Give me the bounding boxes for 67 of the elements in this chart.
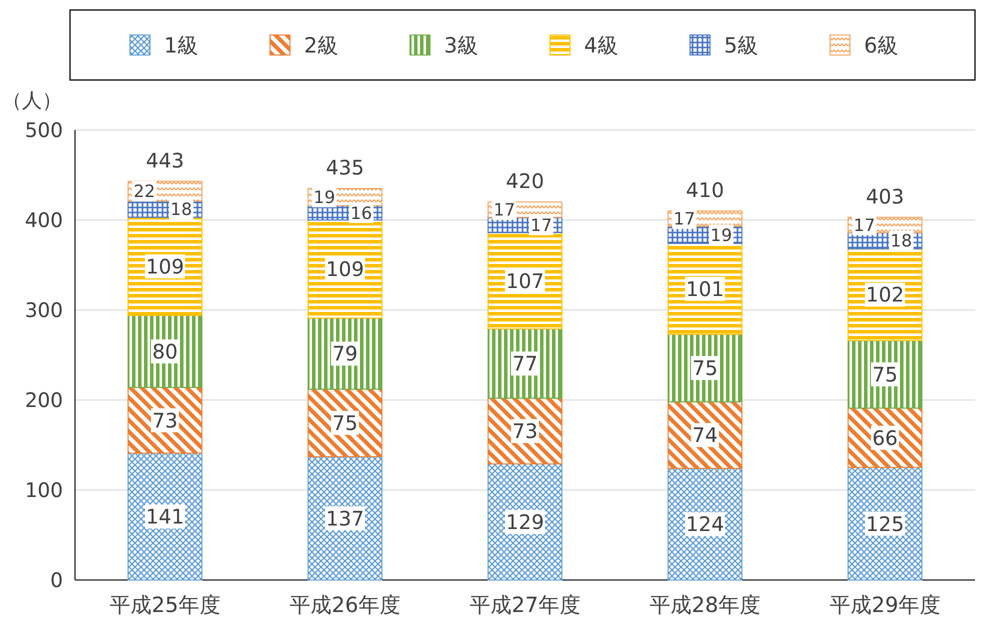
legend-label: 4級 bbox=[584, 33, 618, 58]
data-label: 75 bbox=[692, 356, 718, 380]
y-tick-label: 300 bbox=[24, 298, 63, 322]
data-label: 73 bbox=[152, 408, 178, 432]
y-axis-title: （人） bbox=[2, 88, 62, 112]
data-label: 75 bbox=[332, 410, 358, 435]
data-label: 77 bbox=[512, 352, 538, 376]
x-tick-label: 平成26年度 bbox=[290, 593, 400, 617]
x-tick-label: 平成29年度 bbox=[830, 593, 940, 617]
data-label: 18 bbox=[890, 232, 912, 252]
total-label: 410 bbox=[686, 178, 724, 202]
legend-label: 2級 bbox=[304, 33, 338, 58]
bar bbox=[848, 467, 922, 580]
data-label: 17 bbox=[854, 216, 876, 236]
legend-label: 5級 bbox=[724, 33, 758, 58]
bar bbox=[668, 334, 742, 402]
bar bbox=[308, 318, 382, 390]
data-label: 73 bbox=[512, 419, 538, 444]
data-label: 19 bbox=[710, 226, 732, 246]
data-label: 17 bbox=[530, 216, 552, 236]
legend-label: 3級 bbox=[444, 33, 478, 58]
data-label: 17 bbox=[494, 200, 516, 221]
total-label: 435 bbox=[326, 156, 364, 180]
y-tick-label: 500 bbox=[24, 118, 63, 142]
data-label: 75 bbox=[872, 362, 898, 386]
data-label: 74 bbox=[692, 423, 718, 448]
bar bbox=[488, 328, 562, 399]
bar bbox=[488, 398, 562, 464]
bar bbox=[308, 388, 382, 458]
data-label: 124 bbox=[686, 512, 724, 536]
bar bbox=[488, 232, 562, 330]
bar bbox=[308, 456, 382, 580]
data-label: 22 bbox=[134, 182, 156, 202]
x-tick-label: 平成28年度 bbox=[650, 593, 760, 617]
data-label: 125 bbox=[866, 512, 904, 536]
data-label: 18 bbox=[170, 200, 192, 220]
legend-label: 6級 bbox=[864, 33, 898, 58]
total-label: 403 bbox=[866, 184, 904, 208]
bar bbox=[668, 468, 742, 580]
data-label: 107 bbox=[506, 268, 544, 293]
data-label: 101 bbox=[686, 276, 724, 301]
y-tick-label: 100 bbox=[24, 478, 63, 502]
data-label: 19 bbox=[314, 188, 336, 208]
data-label: 80 bbox=[152, 339, 178, 364]
data-label: 16 bbox=[350, 204, 372, 224]
data-label: 137 bbox=[326, 506, 364, 530]
bar bbox=[128, 314, 202, 388]
total-label: 420 bbox=[506, 169, 544, 193]
x-tick-label: 平成27年度 bbox=[470, 593, 580, 617]
total-label: 443 bbox=[146, 148, 184, 172]
x-tick-label: 平成25年度 bbox=[110, 593, 220, 617]
y-tick-label: 200 bbox=[24, 388, 63, 412]
data-label: 17 bbox=[674, 210, 696, 230]
data-label: 109 bbox=[146, 254, 184, 278]
y-tick-label: 400 bbox=[24, 208, 63, 232]
data-label: 102 bbox=[866, 282, 904, 307]
y-tick-label: 0 bbox=[50, 568, 63, 592]
data-label: 129 bbox=[506, 510, 544, 534]
bar bbox=[128, 216, 202, 316]
data-label: 66 bbox=[872, 426, 898, 450]
bar bbox=[848, 340, 922, 409]
data-label: 79 bbox=[332, 342, 358, 366]
bar bbox=[128, 452, 202, 580]
data-label: 109 bbox=[326, 257, 364, 282]
legend-label: 1級 bbox=[164, 33, 198, 58]
data-label: 141 bbox=[146, 504, 184, 529]
bar bbox=[488, 463, 562, 580]
